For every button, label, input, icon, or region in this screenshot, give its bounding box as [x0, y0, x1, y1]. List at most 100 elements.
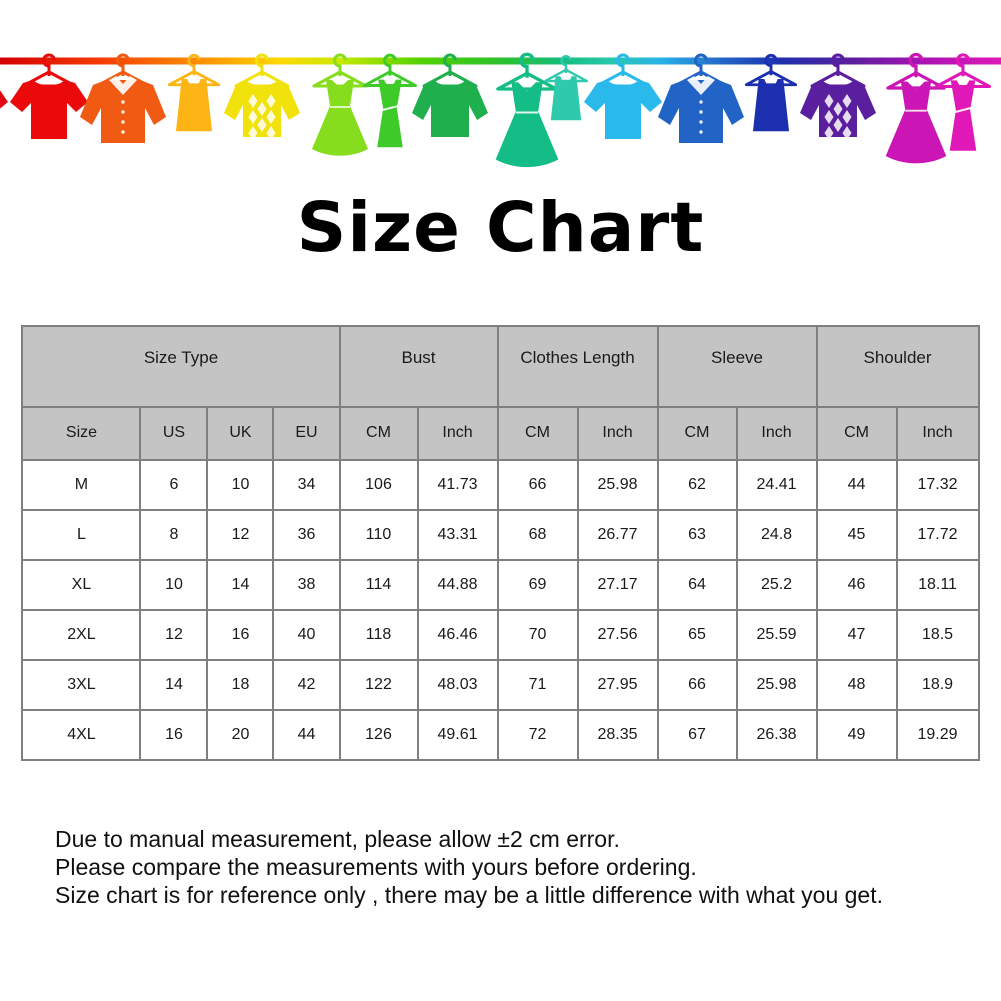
subheader-uk: UK — [206, 405, 275, 461]
note-line-1: Due to manual measurement, please allow … — [55, 825, 620, 852]
page-title: Size Chart — [296, 188, 705, 268]
cell: 68 — [496, 508, 579, 561]
cell: 47 — [815, 608, 898, 661]
red-tshirt-icon — [10, 55, 88, 139]
cell: 19.29 — [895, 708, 980, 761]
cell: 25.98 — [576, 458, 659, 511]
table-row-3xl: 3XL 14 18 42 122 48.03 71 27.95 66 25.98… — [21, 658, 980, 711]
cell: 8 — [139, 508, 209, 561]
cell: 14 — [139, 658, 209, 711]
col-group-clothes-length: Clothes Length — [496, 324, 659, 408]
cell: 46 — [815, 558, 898, 611]
cell: 44.88 — [416, 558, 499, 611]
cell: 49.61 — [416, 708, 499, 761]
subheader-us: US — [139, 405, 209, 461]
table-row-m: M 6 10 34 106 41.73 66 25.98 62 24.41 44… — [21, 458, 980, 511]
cell: 25.2 — [735, 558, 818, 611]
subheader-shoulder-cm: CM — [815, 405, 898, 461]
purple-argyle-sweater-icon — [800, 55, 876, 140]
cell: 122 — [338, 658, 419, 711]
cell: 67 — [656, 708, 738, 761]
cell: 45 — [815, 508, 898, 561]
green-tank-dress-icon — [365, 55, 416, 147]
cell: 70 — [496, 608, 579, 661]
teal-dress-icon — [496, 54, 559, 167]
clothesline — [0, 57, 1001, 65]
cell: 118 — [338, 608, 419, 661]
cell: 16 — [139, 708, 209, 761]
cell: 71 — [496, 658, 579, 711]
cell: 25.98 — [735, 658, 818, 711]
cell: 46.46 — [416, 608, 499, 661]
cell: 49 — [815, 708, 898, 761]
pink-tank-dress-icon — [936, 55, 989, 151]
cell: 28.35 — [576, 708, 659, 761]
cell: 48 — [815, 658, 898, 711]
cell: 14 — [206, 558, 275, 611]
cell: 40 — [272, 608, 341, 661]
cell: 72 — [496, 708, 579, 761]
cell: 17.72 — [895, 508, 980, 561]
cell: 66 — [496, 458, 579, 511]
cell: 110 — [338, 508, 419, 561]
yellow-argyle-sweater-icon — [224, 55, 300, 140]
size-chart-table: Size Type Bust Clothes Length Sleeve Sho… — [21, 324, 980, 761]
table-row-2xl: 2XL 12 16 40 118 46.46 70 27.56 65 25.59… — [21, 608, 980, 661]
cell: L — [21, 508, 142, 561]
cell: 38 — [272, 558, 341, 611]
cell: 18.5 — [895, 608, 980, 661]
navy-tank-top-icon — [746, 55, 795, 131]
blue-shirt-icon — [658, 55, 744, 143]
note-line-2: Please compare the measurements with you… — [55, 853, 697, 880]
subheader-shoulder-inch: Inch — [895, 405, 980, 461]
cell: 41.73 — [416, 458, 499, 511]
col-group-bust: Bust — [338, 324, 499, 408]
cell: 17.32 — [895, 458, 980, 511]
cell: 10 — [139, 558, 209, 611]
cell: 18.9 — [895, 658, 980, 711]
magenta-dress-icon — [886, 55, 946, 164]
cell: 18.11 — [895, 558, 980, 611]
cell: 62 — [656, 458, 738, 511]
col-group-shoulder: Shoulder — [815, 324, 980, 408]
cell: 66 — [656, 658, 738, 711]
col-group-size-type: Size Type — [21, 324, 341, 408]
table-row-4xl: 4XL 16 20 44 126 49.61 72 28.35 67 26.38… — [21, 708, 980, 761]
cell: 6 — [139, 458, 209, 511]
subheader-length-inch: Inch — [576, 405, 659, 461]
subheader-length-cm: CM — [496, 405, 579, 461]
cell: 43.31 — [416, 508, 499, 561]
cell: 65 — [656, 608, 738, 661]
cell: 64 — [656, 558, 738, 611]
cell: 12 — [206, 508, 275, 561]
cell: 27.95 — [576, 658, 659, 711]
cell: 4XL — [21, 708, 142, 761]
cell: 44 — [815, 458, 898, 511]
measurement-notes: Due to manual measurement, please allow … — [55, 825, 1001, 909]
cell: 18 — [206, 658, 275, 711]
cell: 16 — [206, 608, 275, 661]
subheader-sleeve-inch: Inch — [735, 405, 818, 461]
cell: 63 — [656, 508, 738, 561]
cell: 24.41 — [735, 458, 818, 511]
table-row-l: L 8 12 36 110 43.31 68 26.77 63 24.8 45 … — [21, 508, 980, 561]
table-group-header-row: Size Type Bust Clothes Length Sleeve Sho… — [21, 324, 980, 408]
cell: 3XL — [21, 658, 142, 711]
cell: M — [21, 458, 142, 511]
subheader-sleeve-cm: CM — [656, 405, 738, 461]
col-group-sleeve: Sleeve — [656, 324, 818, 408]
cell: 25.59 — [735, 608, 818, 661]
cell: 42 — [272, 658, 341, 711]
subheader-bust-inch: Inch — [416, 405, 499, 461]
cell: 10 — [206, 458, 275, 511]
cell: 26.77 — [576, 508, 659, 561]
subheader-bust-cm: CM — [338, 405, 419, 461]
cell: XL — [21, 558, 142, 611]
cell: 24.8 — [735, 508, 818, 561]
cell: 106 — [338, 458, 419, 511]
orange-shirt-icon — [80, 55, 166, 143]
cell: 48.03 — [416, 658, 499, 711]
green-dress-icon — [312, 55, 368, 156]
cell: 27.56 — [576, 608, 659, 661]
cell: 44 — [272, 708, 341, 761]
